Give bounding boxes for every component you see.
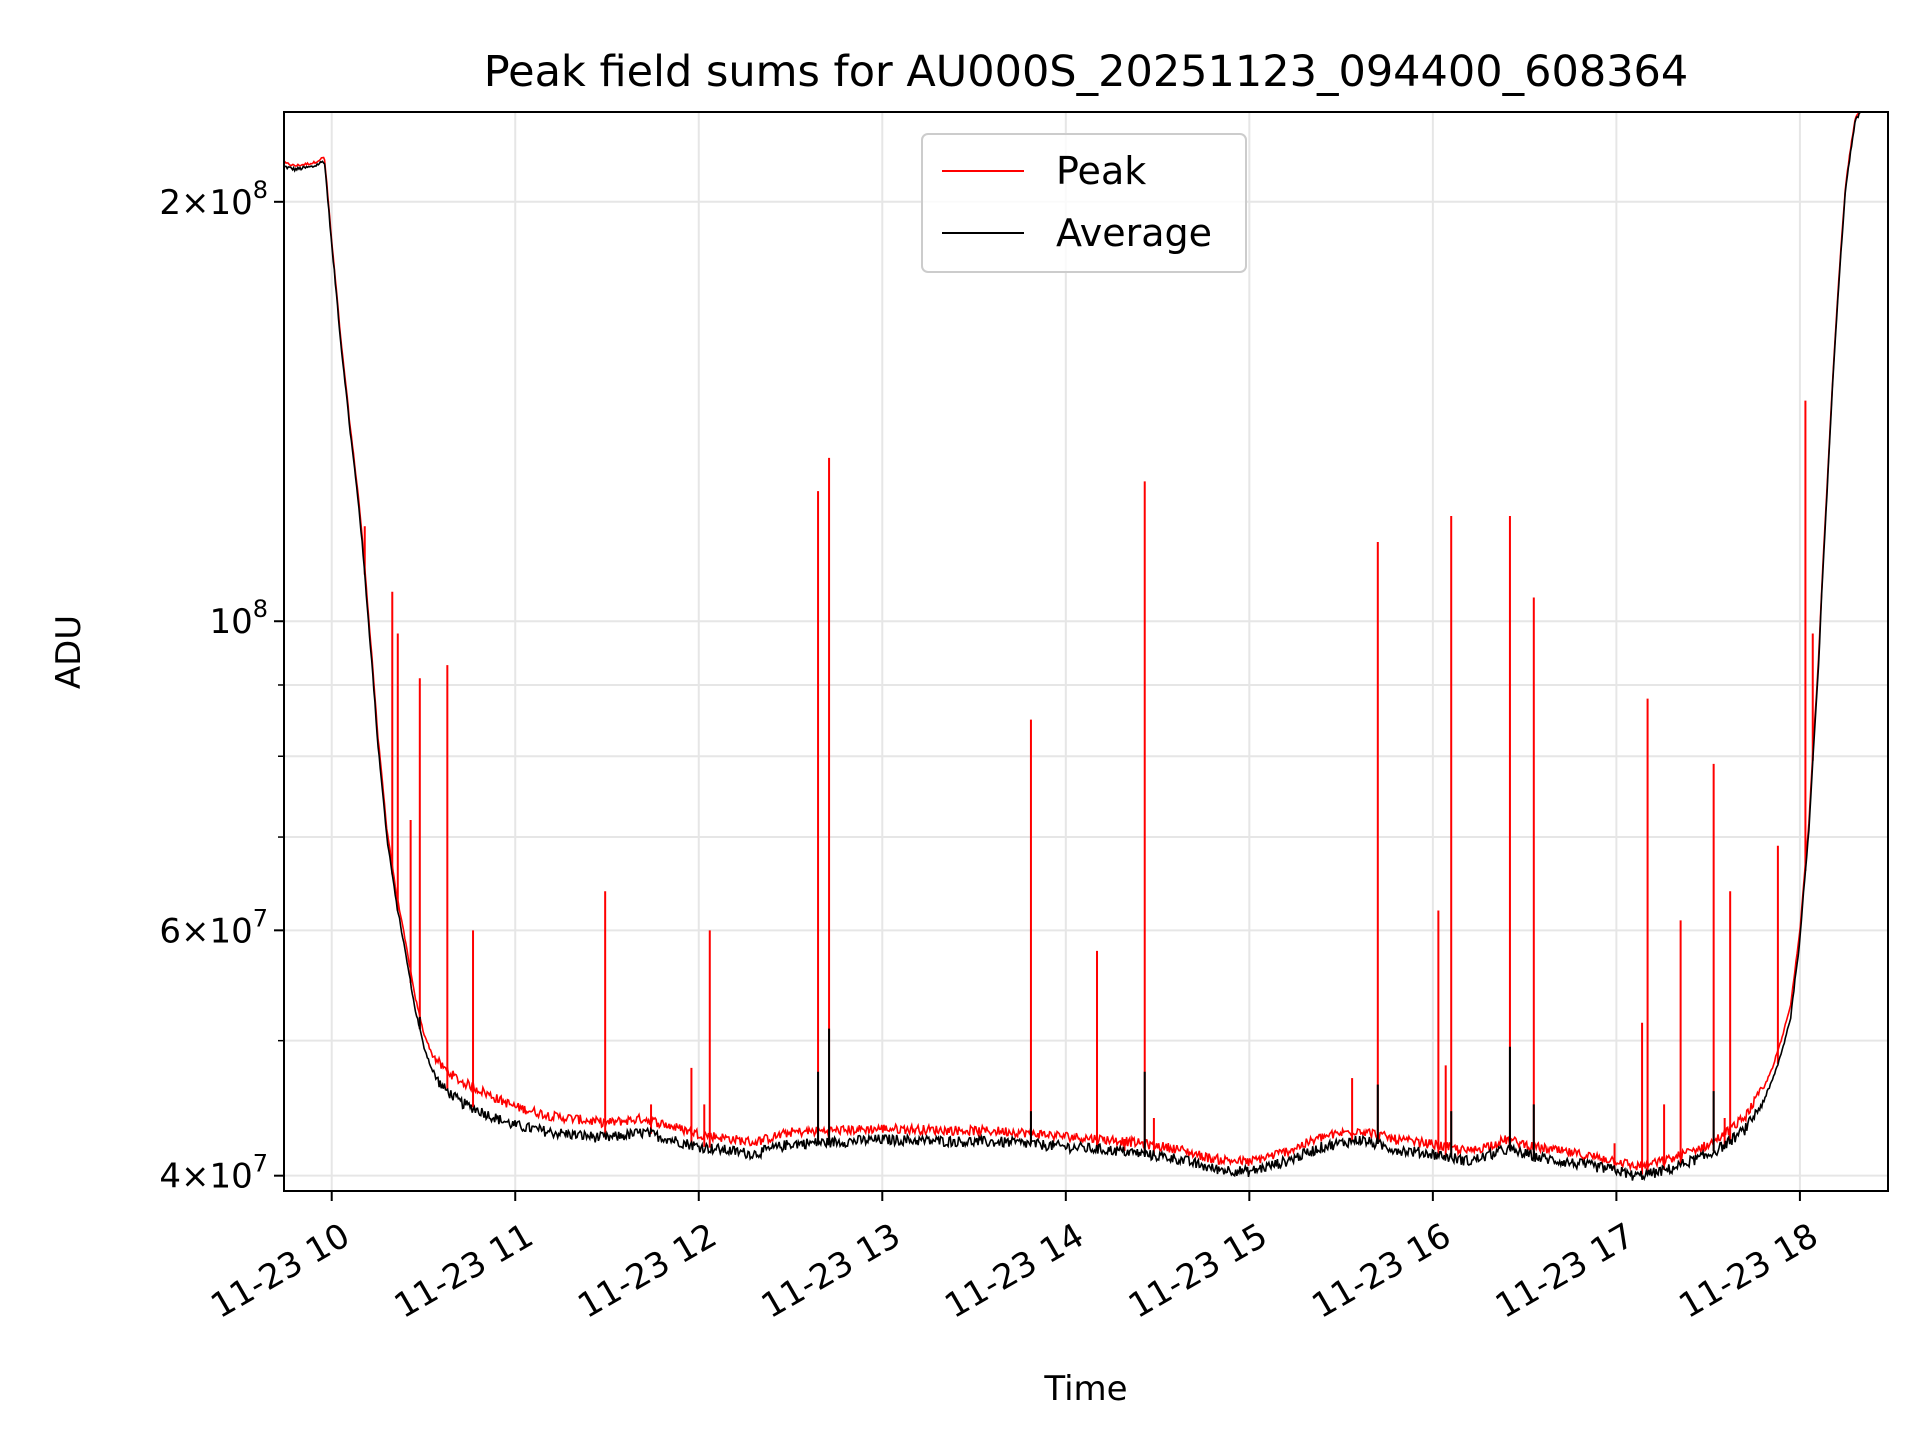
y-tick-label: 108 <box>209 595 268 642</box>
series-layer <box>284 112 1862 1182</box>
y-tick-label: 2×108 <box>159 176 268 223</box>
y-axis: 4×107 6×107 108 2×108 <box>159 176 284 1197</box>
y-tick-label: 6×107 <box>159 904 268 951</box>
x-axis-title: Time <box>1043 1369 1127 1409</box>
chart-title: Peak field sums for AU000S_20251123_0944… <box>484 47 1689 97</box>
plot-frame <box>283 111 1889 1192</box>
legend: Peak Average <box>921 133 1247 273</box>
average-series-line <box>284 112 1862 1182</box>
y-tick-label: 4×107 <box>159 1150 268 1197</box>
peak-series-line <box>284 112 1860 1172</box>
legend-peak-label: Peak <box>1056 149 1146 193</box>
legend-average-label: Average <box>1056 211 1212 255</box>
legend-box <box>921 133 1247 273</box>
y-axis-title: ADU <box>49 615 89 689</box>
